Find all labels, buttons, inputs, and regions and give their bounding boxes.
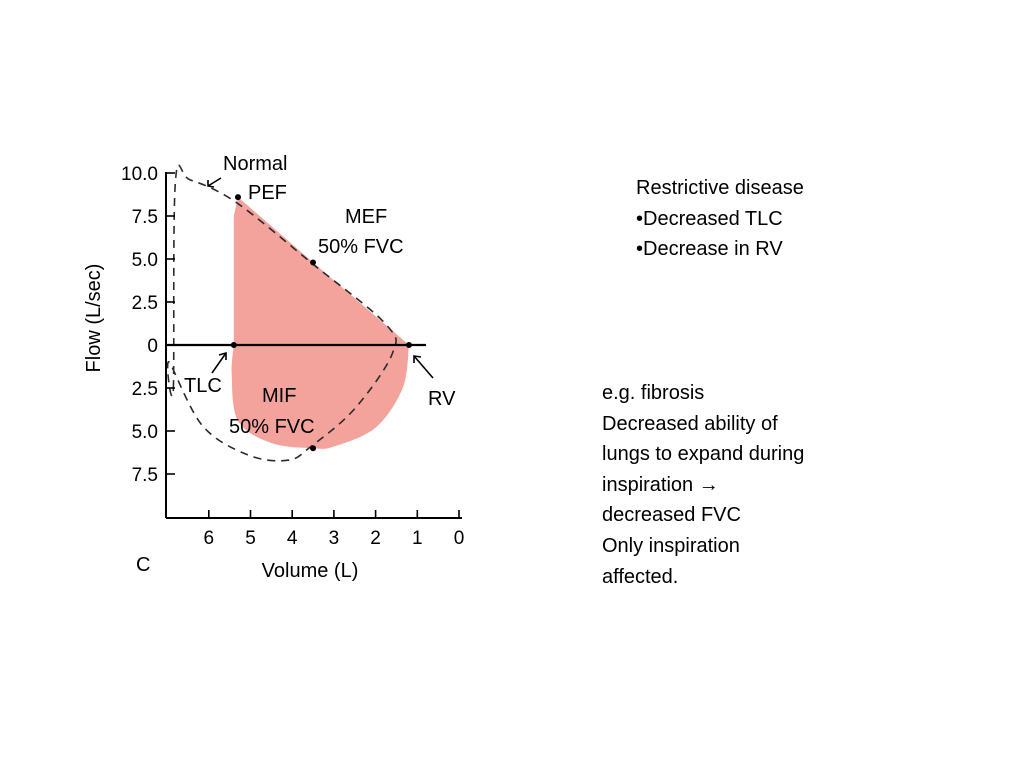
restrictive-loop <box>231 197 409 449</box>
rv-arrowhead <box>413 355 422 363</box>
explanation-line-4: inspiration → <box>602 473 719 496</box>
note-bullet-tlc: •Decreased TLC <box>636 207 783 230</box>
y-tick-label: 10.0 <box>121 164 158 185</box>
x-ticks: 6 5 4 3 2 1 0 <box>204 510 465 549</box>
panel-label: C <box>136 554 150 576</box>
note-bullet-rv: •Decrease in RV <box>636 238 783 261</box>
pef-marker <box>234 194 241 201</box>
explanation-note: e.g. fibrosis Decreased ability of lungs… <box>602 378 804 592</box>
y-tick-label: 2.5 <box>132 293 158 314</box>
note-title: Restrictive disease <box>636 177 804 199</box>
pef-label: PEF <box>248 182 287 204</box>
y-tick-label: 5.0 <box>132 250 158 271</box>
y-tick-label: 5.0 <box>132 422 158 443</box>
mif-fvc-label: 50% FVC <box>229 416 315 438</box>
y-tick-label: 0 <box>147 336 158 357</box>
explanation-line-3: lungs to expand during <box>602 443 805 466</box>
explanation-line-1: e.g. fibrosis <box>602 382 705 404</box>
mef-marker <box>310 259 317 266</box>
mef-fvc-label: 50% FVC <box>318 236 404 258</box>
y-axis-label: Flow (L/sec) <box>83 264 105 373</box>
rv-pointer <box>413 355 434 379</box>
rv-marker <box>405 342 412 348</box>
tlc-pointer <box>211 352 227 374</box>
explanation-line-6: Only inspiration <box>602 534 740 557</box>
normal-arrowhead <box>207 180 215 188</box>
rv-label: RV <box>428 388 456 410</box>
pointer-arrows <box>207 177 434 379</box>
x-tick-label: 1 <box>412 528 423 549</box>
explanation-line-2: Decreased ability of <box>602 412 778 435</box>
mif-label: MIF <box>262 385 296 407</box>
explanation-line-7: affected. <box>602 565 679 588</box>
x-tick-label: 0 <box>454 528 465 549</box>
y-ticks: 10.0 7.5 5.0 2.5 0 2.5 5.0 7.5 <box>121 164 175 486</box>
y-tick-label: 7.5 <box>132 465 158 486</box>
mef-label: MEF <box>345 206 387 228</box>
explanation-line-5: decreased FVC <box>602 504 741 527</box>
x-tick-label: 6 <box>204 528 215 549</box>
markers <box>230 194 412 452</box>
tlc-marker <box>230 342 237 348</box>
tlc-arrowhead <box>218 351 227 360</box>
y-tick-label: 7.5 <box>132 207 158 228</box>
x-tick-label: 4 <box>287 528 298 549</box>
restrictive-disease-note: Restrictive disease •Decreased TLC •Decr… <box>636 173 804 265</box>
normal-loop <box>166 164 397 462</box>
normal-pointer <box>207 177 222 187</box>
x-tick-label: 5 <box>245 528 256 549</box>
x-axis-label: Volume (L) <box>262 560 359 582</box>
tlc-label: TLC <box>184 375 222 397</box>
x-tick-label: 3 <box>329 528 340 549</box>
mif-marker <box>310 445 317 452</box>
y-tick-label: 2.5 <box>132 379 158 400</box>
normal-label: Normal <box>223 153 287 175</box>
x-tick-label: 2 <box>370 528 381 549</box>
